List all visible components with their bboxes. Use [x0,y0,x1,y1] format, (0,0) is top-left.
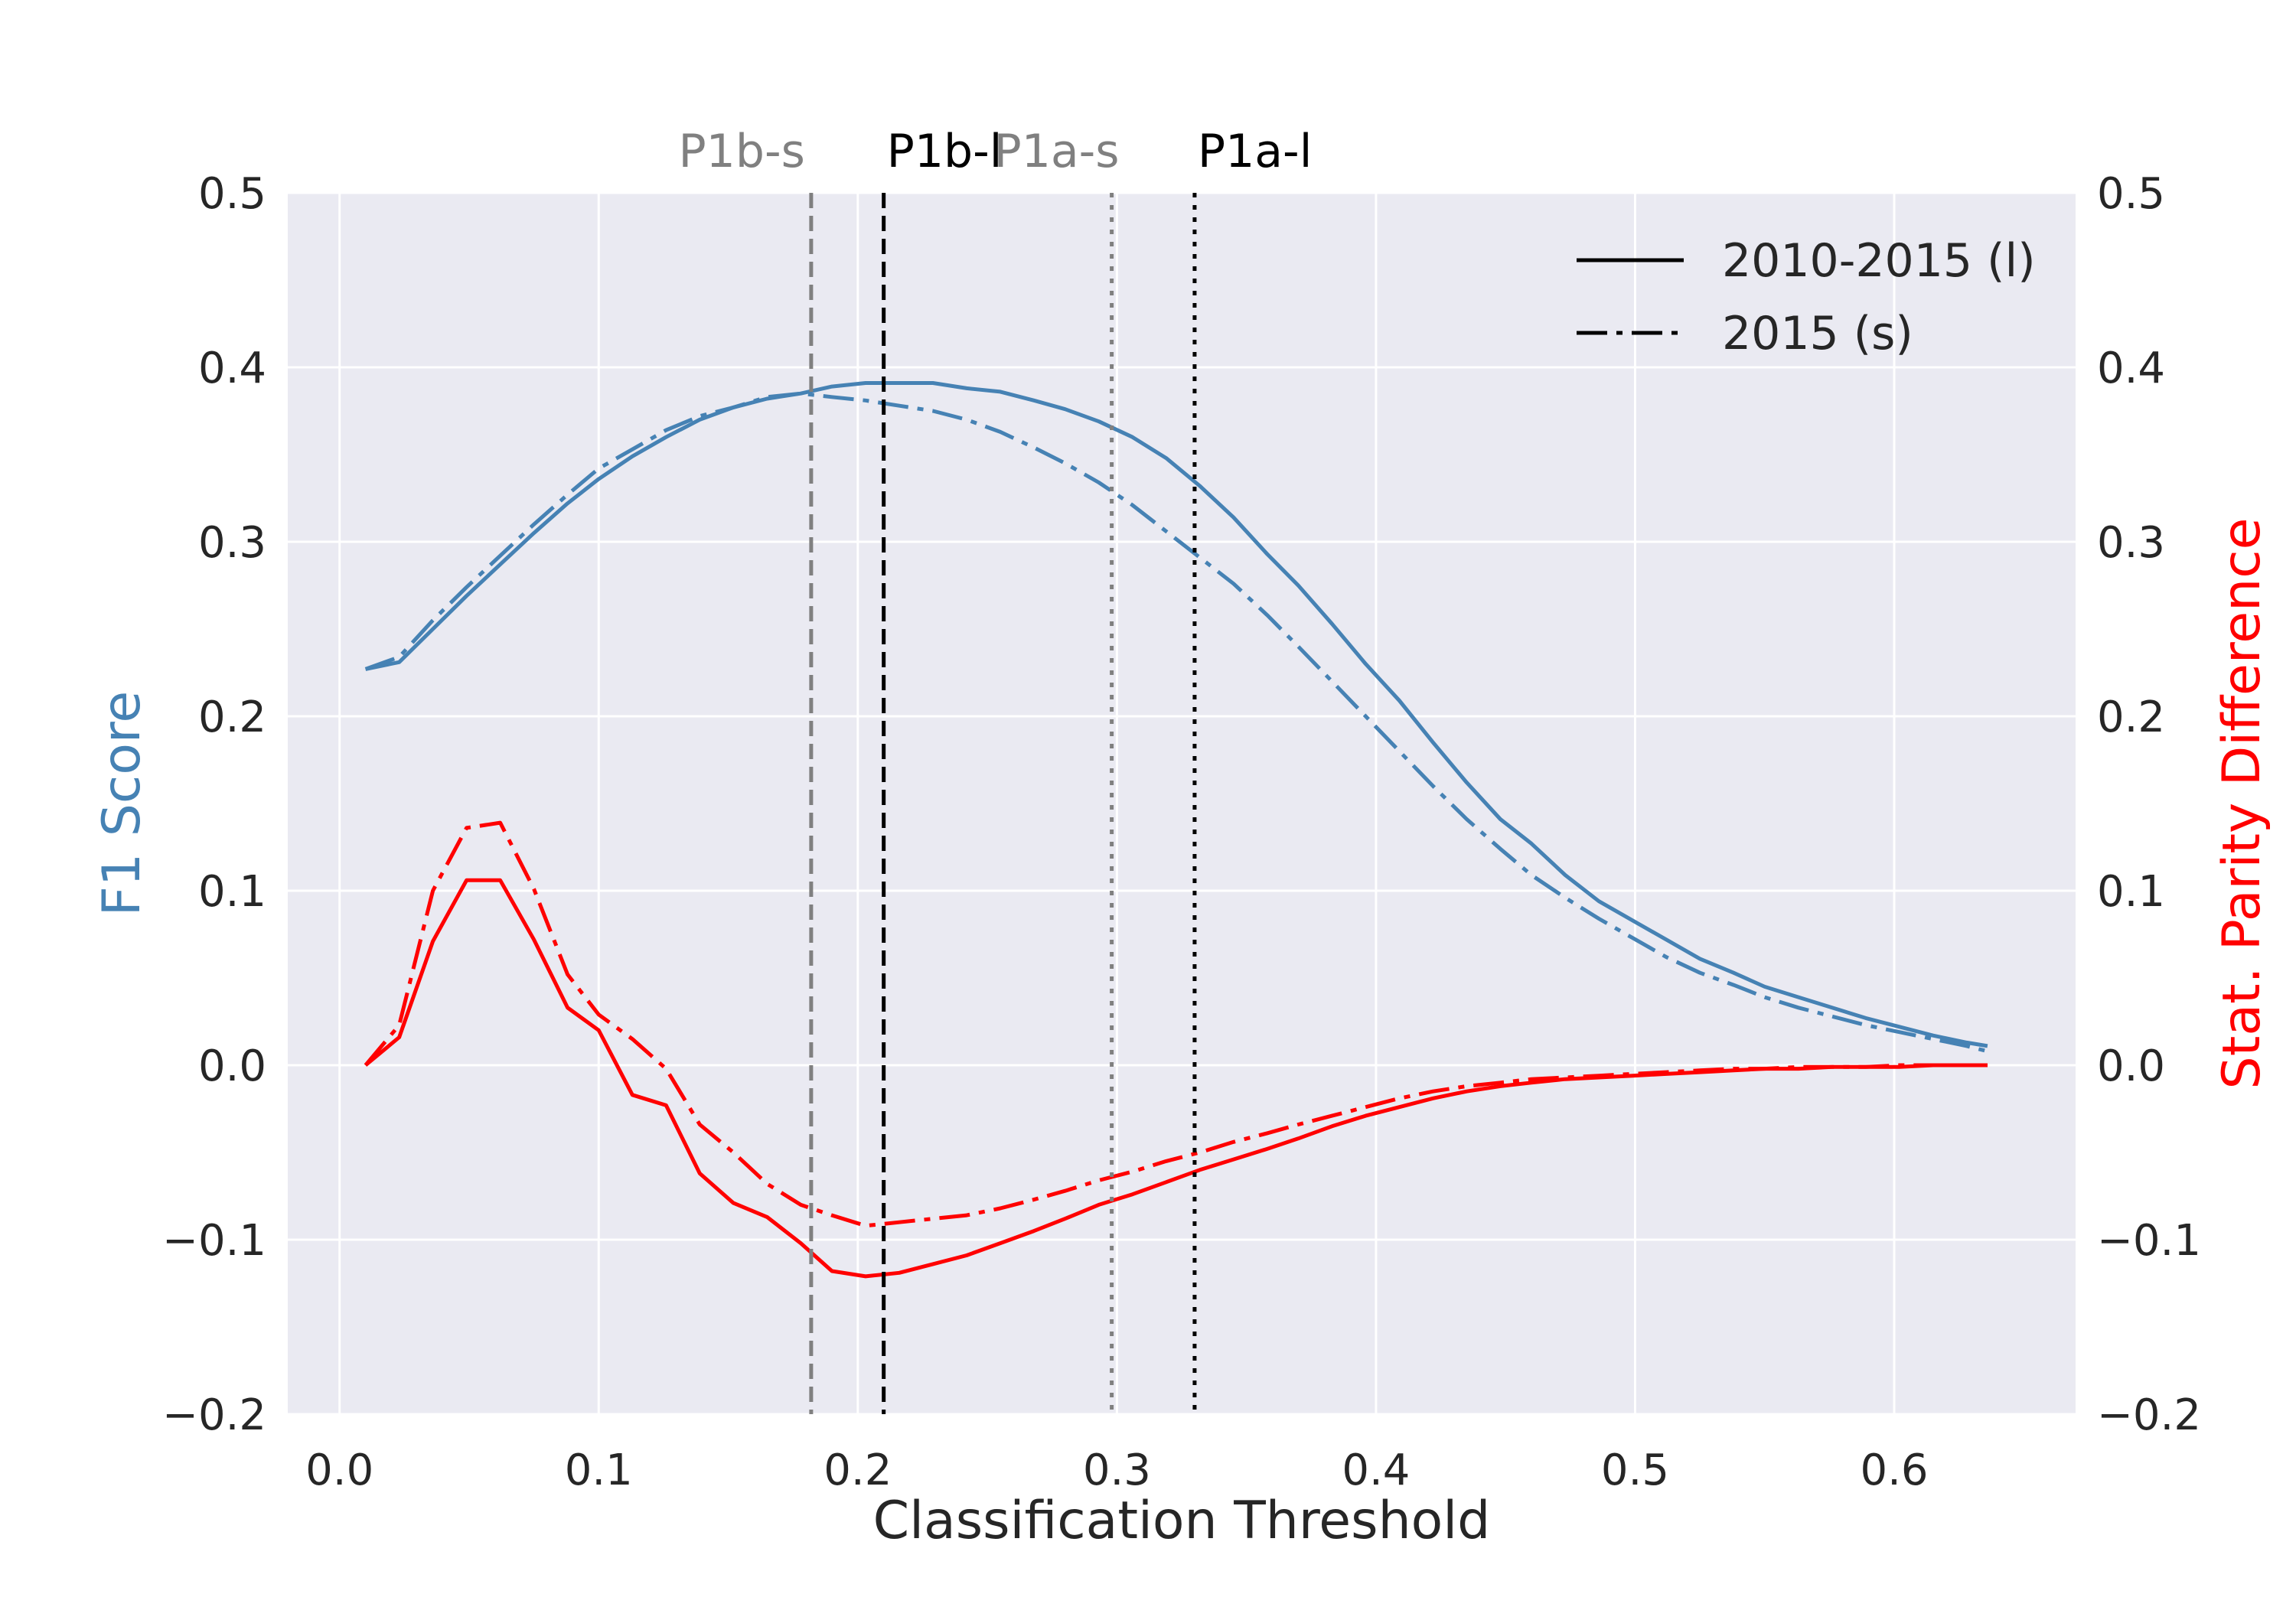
y-left-tick-label: 0.4 [198,344,266,393]
legend-label-dashdot: 2015 (s) [1722,307,1913,360]
legend: 2010-2015 (l) 2015 (s) [1577,234,2036,360]
vline-label-p1a-s: P1a-s [994,125,1120,178]
y-left-tick-label: 0.3 [198,518,266,568]
y-left-tick-label: 0.2 [198,693,266,742]
x-tick-label: 0.3 [1083,1446,1151,1495]
y-right-tick-label: 0.4 [2097,344,2165,393]
x-tick-labels: 0.0 0.1 0.2 0.3 0.4 0.5 0.6 [305,1446,1928,1495]
y-left-tick-label: 0.0 [198,1041,266,1091]
x-tick-label: 0.1 [565,1446,633,1495]
y-right-tick-label: −0.2 [2097,1390,2201,1440]
y-left-tick-label: −0.2 [162,1390,266,1440]
y-right-tick-label: 0.5 [2097,169,2165,219]
y-right-tick-label: 0.0 [2097,1041,2165,1091]
y-right-tick-labels: −0.2 −0.1 0.0 0.1 0.2 0.3 0.4 0.5 [2097,169,2201,1440]
y-left-tick-labels: −0.2 −0.1 0.0 0.1 0.2 0.3 0.4 0.5 [162,169,266,1440]
series-line-f1-solid [365,381,1988,1048]
x-axis-title: Classification Threshold [873,1491,1491,1551]
y-right-tick-label: −0.1 [2097,1216,2201,1266]
y-left-axis-title: F1 Score [92,691,152,916]
series-line-f1-dashdot [364,391,1988,1054]
x-tick-label: 0.4 [1342,1446,1410,1495]
y-left-tick-label: −0.1 [162,1216,266,1266]
y-right-axis-title: Stat. Parity Difference [2212,518,2272,1090]
x-tick-label: 0.0 [305,1446,373,1495]
y-right-tick-label: 0.2 [2097,693,2165,742]
series-lines [364,381,1988,1279]
plot-background [288,193,2076,1414]
series-line-spd-solid [364,878,1988,1279]
y-left-tick-label: 0.1 [198,867,266,917]
x-tick-label: 0.5 [1601,1446,1669,1495]
series-line-spd-dashdot [364,820,1988,1228]
y-right-tick-label: 0.3 [2097,518,2165,568]
legend-label-solid: 2010-2015 (l) [1722,234,2036,288]
y-left-tick-label: 0.5 [198,169,266,219]
y-right-tick-label: 0.1 [2097,867,2165,917]
vline-label-p1b-l: P1b-l [887,125,1003,178]
vline-label-p1b-s: P1b-s [679,125,805,178]
x-tick-label: 0.6 [1860,1446,1928,1495]
vline-label-p1a-l: P1a-l [1198,125,1312,178]
x-tick-label: 0.2 [823,1446,892,1495]
